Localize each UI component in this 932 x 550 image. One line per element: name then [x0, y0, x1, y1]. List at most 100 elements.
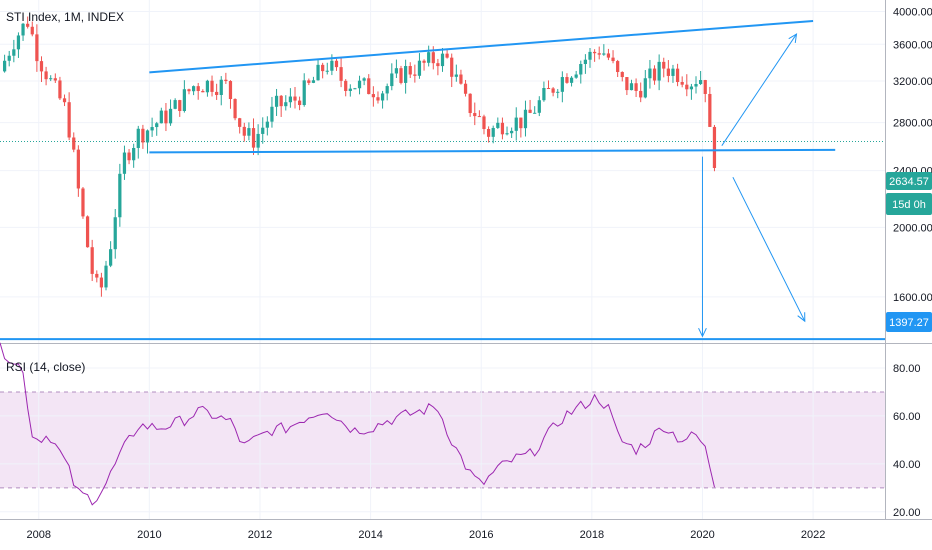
candle-up [380, 93, 385, 101]
candle-up [173, 100, 177, 109]
candle-up [145, 130, 150, 143]
candle-up [122, 152, 127, 174]
candle-up [7, 55, 11, 61]
candle-down [76, 149, 80, 189]
candle-up [2, 60, 7, 72]
candle-down [477, 116, 481, 118]
candle-down [680, 82, 684, 85]
countdown-badge-bg [886, 193, 932, 215]
candle-up [505, 133, 509, 135]
candle-up [155, 123, 159, 128]
candle-up [353, 88, 357, 90]
candle-down [445, 53, 449, 58]
candle-up [261, 127, 265, 134]
projection-arrow [721, 33, 797, 146]
candle-down [468, 93, 472, 114]
candle-up [514, 117, 518, 131]
candle-down [367, 78, 371, 95]
candle-up [288, 96, 293, 103]
rsi-tick-label: 20.00 [893, 507, 921, 519]
candle-down [215, 91, 219, 95]
candle-up [510, 130, 514, 134]
candle-down [616, 61, 620, 73]
candle-up [699, 80, 703, 85]
candle-up [21, 23, 25, 36]
time-tick-label: 2010 [137, 529, 161, 541]
candle-down [187, 89, 191, 92]
price-tick-label: 4000.00 [893, 6, 932, 18]
candle-down [703, 80, 707, 94]
drawing-tools[interactable] [0, 19, 885, 341]
candle-up [182, 89, 186, 111]
candle-up [491, 127, 495, 137]
price-axis[interactable]: 1600.002000.002400.002800.003200.003600.… [893, 6, 932, 303]
candle-up [560, 77, 564, 92]
candle-up [316, 64, 320, 81]
candle-down [62, 98, 67, 103]
time-tick-label: 2008 [26, 529, 50, 541]
candle-down [201, 91, 205, 93]
candle-down [279, 95, 283, 107]
candle-up [496, 122, 500, 128]
candle-down [652, 68, 657, 81]
candle-up [689, 86, 694, 90]
candle-up [648, 68, 652, 79]
support-badge: 1397.27 [886, 312, 932, 332]
candle-up [311, 80, 316, 83]
candle-up [390, 73, 394, 87]
candle-up [523, 109, 528, 129]
candle-down [450, 57, 454, 77]
candle-down [565, 77, 569, 83]
candle-down [39, 61, 44, 72]
candle-down [67, 102, 71, 138]
candle-down [422, 60, 426, 63]
candle-up [330, 60, 334, 71]
candle-up [265, 121, 269, 128]
candle-down [473, 113, 477, 117]
candle-down [399, 68, 403, 83]
candle-down [675, 68, 680, 83]
candle-down [26, 23, 30, 27]
candle-up [454, 74, 458, 77]
candle-up [132, 147, 136, 161]
projection-arrow [732, 176, 806, 322]
candle-up [302, 80, 306, 106]
candle-down [81, 188, 85, 217]
candle-down [611, 57, 615, 62]
candle-up [325, 70, 329, 72]
candle-down [436, 63, 440, 67]
candle-up [12, 49, 16, 56]
last-price-badge-bg [886, 172, 932, 190]
support-level-label: 1397.27 [889, 317, 929, 329]
candle-up [219, 79, 223, 95]
candle-down [551, 88, 555, 93]
price-grid [0, 0, 885, 343]
rsi-tick-label: 80.00 [893, 363, 921, 375]
candle-down [35, 34, 39, 62]
time-tick-label: 2014 [358, 529, 382, 541]
candle-up [671, 68, 675, 76]
rsi-grid [0, 344, 885, 519]
candle-down [127, 152, 131, 161]
time-axis[interactable]: 2008 2010 2012 2014 2016 2018 2020 2022 [26, 529, 825, 541]
candle-up [270, 106, 274, 122]
rsi-axis[interactable]: 20.00 40.00 60.00 80.00 [893, 363, 921, 519]
candle-up [542, 88, 546, 101]
projection-arrowhead [797, 312, 806, 323]
price-tick-label: 3200.00 [893, 76, 932, 88]
candle-up [247, 128, 251, 136]
candle-down [242, 126, 246, 136]
candle-down [44, 71, 48, 80]
candle-up [205, 80, 210, 93]
last-price-badge: 2634.57 [886, 172, 932, 190]
candle-up [643, 78, 647, 98]
lower-trendline [149, 148, 836, 154]
candle-down [376, 97, 380, 101]
candle-up [417, 60, 422, 76]
candle-down [712, 126, 717, 168]
candle-down [210, 80, 214, 92]
last-price-label: 2634.57 [889, 176, 929, 188]
candle-down [238, 118, 242, 127]
upper-trendline [149, 19, 814, 74]
